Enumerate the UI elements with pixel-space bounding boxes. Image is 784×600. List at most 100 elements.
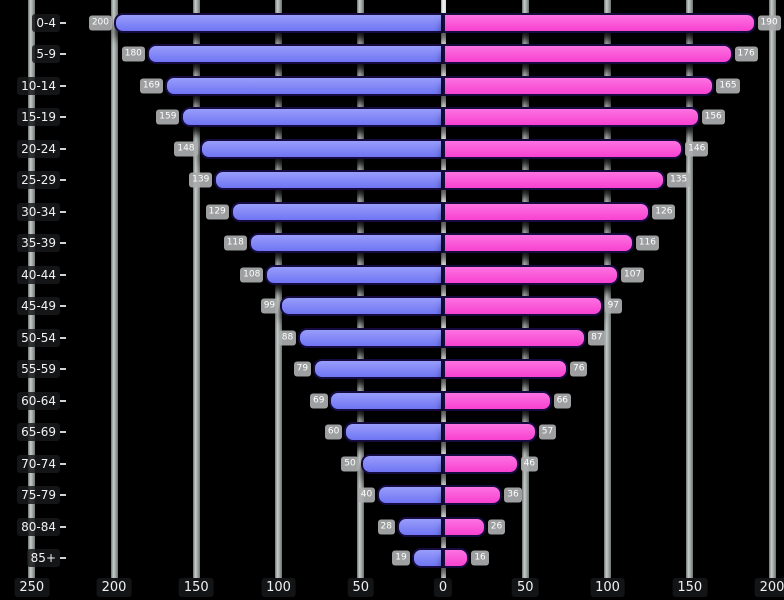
value-label-female-55-59: 76 (570, 361, 588, 377)
value-label-female-0-4: 190 (757, 15, 781, 30)
bar-female-30-34 (443, 201, 651, 222)
bar-male-40-44 (265, 264, 443, 285)
bar-male-15-19 (181, 107, 443, 127)
value-label-male-5-9: 180 (121, 46, 145, 62)
x-tick-label-6: 50 (511, 578, 539, 597)
value-label-female-50-54: 87 (588, 330, 606, 345)
x-tick-label-3: 100 (261, 578, 296, 597)
bar-male-85+ (411, 548, 443, 568)
age-label-25-29: 25-29 (17, 171, 60, 189)
age-tick-20-24 (60, 147, 66, 150)
bar-female-35-39 (443, 233, 634, 253)
bar-female-10-14 (443, 75, 715, 96)
x-tick-label-5: 0 (433, 578, 453, 597)
bar-female-70-74 (443, 453, 519, 474)
x-tick-label-7: 100 (590, 578, 625, 597)
age-label-40-44: 40-44 (17, 265, 60, 284)
gridline-250 (28, 0, 36, 578)
bar-male-55-59 (313, 359, 443, 379)
bar-female-55-59 (443, 359, 569, 379)
age-tick-80-84 (60, 525, 66, 528)
value-label-male-25-29: 139 (189, 172, 213, 188)
x-tick-label-9: 200 (754, 578, 784, 597)
bar-female-15-19 (443, 107, 700, 127)
zero-gridline (440, 0, 446, 578)
bar-male-20-24 (199, 138, 443, 159)
value-label-female-25-29: 135 (667, 172, 691, 188)
bar-male-45-49 (280, 296, 443, 316)
bar-female-5-9 (443, 44, 733, 64)
bar-female-40-44 (443, 264, 619, 285)
bar-female-75-79 (443, 485, 503, 505)
value-label-male-35-39: 118 (223, 235, 247, 251)
bar-male-75-79 (377, 485, 443, 505)
value-label-male-60-64: 69 (310, 393, 328, 408)
bar-male-60-64 (329, 390, 443, 411)
bar-female-45-49 (443, 296, 603, 316)
bar-male-70-74 (360, 453, 443, 474)
value-label-female-20-24: 146 (685, 141, 709, 156)
age-tick-85+ (60, 557, 66, 559)
value-label-male-55-59: 79 (293, 361, 312, 377)
age-label-35-39: 35-39 (17, 234, 60, 252)
age-label-65-69: 65-69 (17, 423, 60, 441)
value-label-female-60-64: 66 (553, 393, 572, 408)
age-label-75-79: 75-79 (17, 486, 60, 504)
age-tick-60-64 (60, 399, 66, 402)
age-tick-75-79 (60, 494, 66, 496)
gridline-150 (192, 0, 200, 578)
value-label-male-80-84: 28 (377, 519, 395, 534)
value-label-female-65-69: 57 (538, 424, 557, 440)
value-label-male-45-49: 99 (260, 298, 279, 314)
age-tick-10-14 (60, 84, 66, 87)
value-label-male-75-79: 40 (357, 487, 376, 503)
bar-male-35-39 (248, 233, 443, 253)
bar-female-85+ (443, 548, 470, 568)
age-tick-35-39 (60, 242, 66, 244)
x-tick-label-4: 50 (347, 578, 375, 597)
value-label-female-15-19: 156 (701, 109, 725, 125)
age-tick-15-19 (60, 116, 66, 118)
value-label-male-20-24: 148 (174, 141, 198, 156)
gridline-100 (604, 0, 611, 578)
bar-female-25-29 (443, 170, 666, 190)
bar-male-30-34 (230, 201, 443, 222)
value-label-male-10-14: 169 (139, 78, 163, 93)
age-tick-70-74 (60, 462, 66, 465)
bar-male-50-54 (298, 327, 443, 348)
value-label-female-80-84: 26 (487, 519, 506, 534)
value-label-male-0-4: 200 (88, 15, 112, 30)
value-label-male-85+: 19 (392, 550, 410, 566)
bar-male-0-4 (114, 12, 443, 33)
bar-female-0-4 (443, 12, 756, 33)
value-label-male-50-54: 88 (278, 330, 297, 345)
age-label-50-54: 50-54 (17, 328, 60, 347)
gridline-100 (275, 0, 282, 578)
value-label-female-85+: 16 (471, 550, 489, 566)
bar-female-50-54 (443, 327, 587, 348)
age-tick-30-34 (60, 210, 66, 213)
value-label-female-10-14: 165 (716, 78, 740, 93)
bar-male-10-14 (164, 75, 443, 96)
value-label-male-15-19: 159 (156, 109, 180, 125)
value-label-male-40-44: 108 (240, 267, 264, 282)
age-label-45-49: 45-49 (17, 297, 60, 315)
bar-female-60-64 (443, 390, 552, 411)
value-label-male-30-34: 129 (205, 204, 229, 219)
bar-female-20-24 (443, 138, 684, 159)
age-label-60-64: 60-64 (17, 391, 60, 410)
age-tick-65-69 (60, 431, 66, 433)
gridline-150 (686, 0, 694, 578)
age-tick-0-4 (60, 21, 66, 24)
value-label-female-75-79: 36 (504, 487, 522, 503)
gridline-200 (110, 0, 118, 578)
age-tick-50-54 (60, 336, 66, 339)
age-label-5-9: 5-9 (32, 45, 60, 63)
bar-male-80-84 (396, 516, 443, 537)
value-label-male-70-74: 50 (341, 456, 359, 471)
x-tick-label-8: 150 (672, 578, 708, 597)
bar-male-25-29 (214, 170, 443, 190)
value-label-female-45-49: 97 (604, 298, 623, 314)
age-label-70-74: 70-74 (17, 454, 60, 473)
